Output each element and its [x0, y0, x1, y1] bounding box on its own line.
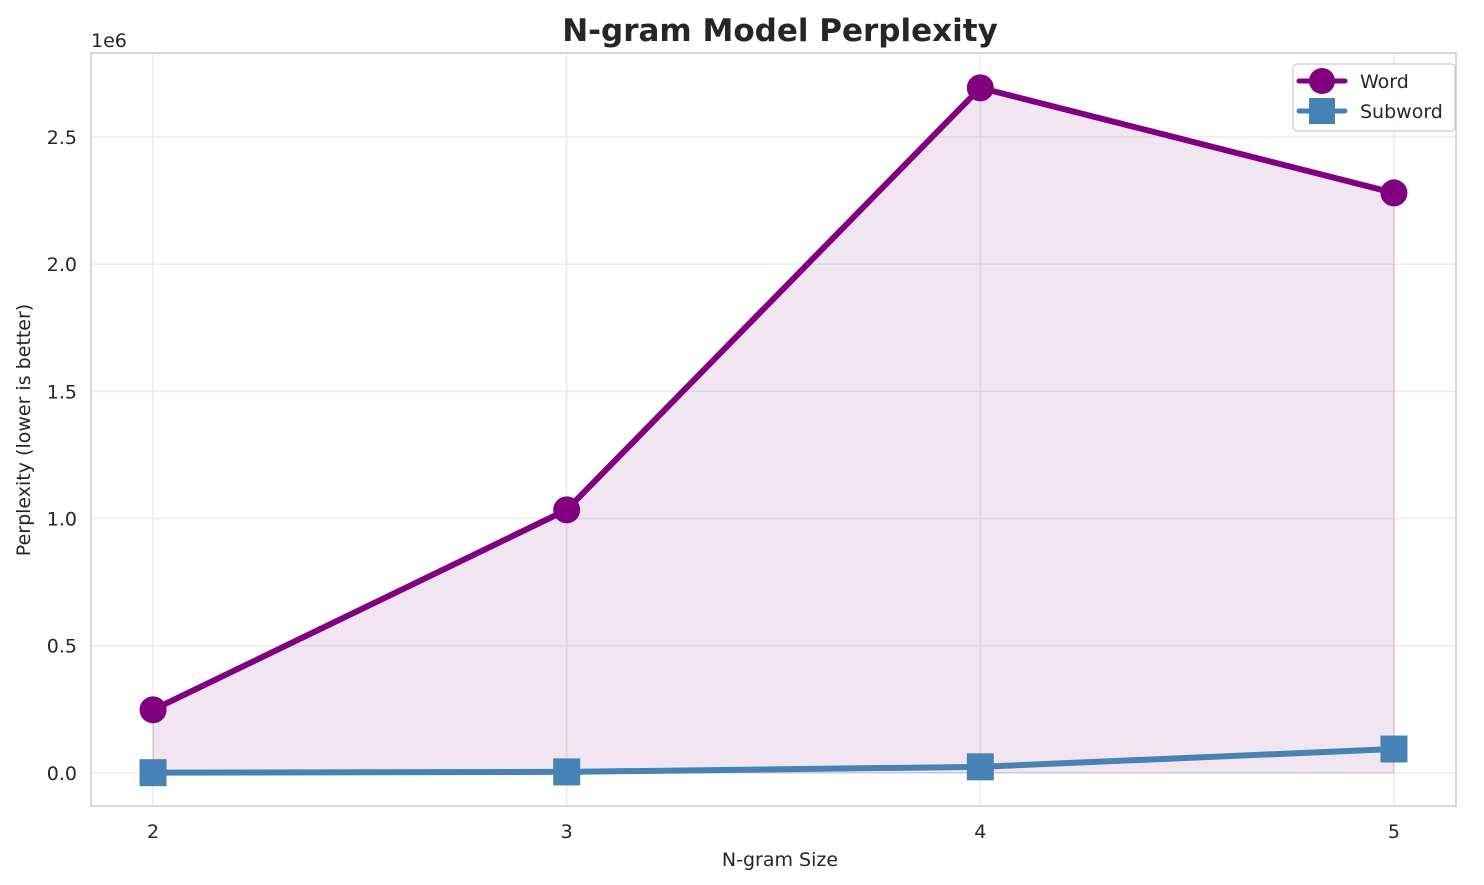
legend-item-word: Word [1296, 68, 1409, 94]
series-subword [139, 735, 1408, 787]
circle-marker-icon [1309, 68, 1335, 94]
x-axis-ticks: 2 3 4 5 [147, 821, 1400, 843]
series-lines [139, 74, 1408, 787]
y-tick-label: 0.5 [47, 636, 77, 658]
legend: Word Subword [1292, 63, 1456, 132]
square-marker-icon [1309, 98, 1335, 124]
x-tick-label: 2 [147, 821, 159, 843]
plot-frame [90, 52, 1457, 807]
y-tick-label: 1.0 [47, 509, 77, 531]
grid-lines [91, 53, 1456, 806]
data-point [139, 696, 167, 724]
legend-label-subword: Subword [1360, 101, 1443, 123]
y-tick-label: 1.5 [47, 381, 77, 403]
data-point [966, 753, 994, 781]
data-point [1380, 735, 1408, 763]
chart-title: N-gram Model Perplexity [562, 13, 998, 49]
y-axis-ticks: 0.0 0.5 1.0 1.5 2.0 2.5 [47, 127, 77, 785]
x-tick-label: 4 [974, 821, 986, 843]
y-tick-label: 2.0 [47, 254, 77, 276]
series-word [139, 74, 1408, 724]
y-tick-label: 0.0 [47, 763, 77, 785]
y-offset-label: 1e6 [91, 30, 127, 52]
data-point [1380, 179, 1408, 207]
x-tick-label: 5 [1388, 821, 1400, 843]
data-point [966, 74, 994, 102]
legend-item-subword: Subword [1296, 98, 1443, 124]
data-point [553, 496, 581, 524]
legend-label-word: Word [1360, 71, 1409, 93]
plot-area [90, 52, 1457, 807]
data-point [139, 759, 167, 787]
x-tick-label: 3 [561, 821, 573, 843]
x-axis-label: N-gram Size [722, 849, 838, 871]
y-axis-label: Perplexity (lower is better) [13, 304, 35, 556]
y-tick-label: 2.5 [47, 127, 77, 149]
data-point [553, 758, 581, 786]
